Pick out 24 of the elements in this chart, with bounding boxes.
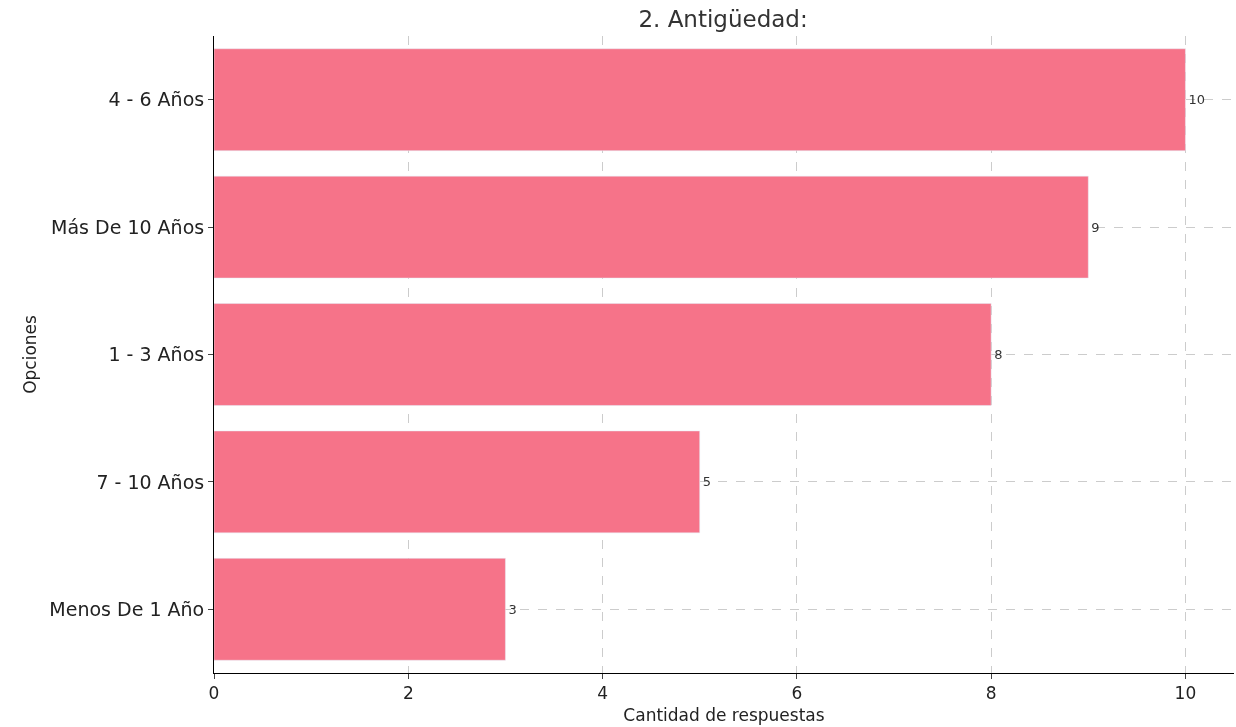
data-label: 8 [994,347,1003,362]
bar [214,48,1186,151]
x-tick-label: 8 [985,683,997,704]
x-axis-title: Cantidad de respuestas [623,704,825,725]
bar [214,303,992,406]
data-label: 9 [1091,219,1100,235]
x-tick-label: 6 [791,683,803,704]
x-tick-label: 10 [1174,683,1197,704]
y-tick-label: 7 - 10 Años [96,470,205,493]
chart-title: 2. Antigüedad: [638,6,808,33]
y-axis-title: Opciones [19,314,40,394]
bar [214,558,506,661]
x-tick-label: 2 [402,683,414,704]
data-label: 3 [508,601,517,617]
y-tick-label: 1 - 3 Años [108,343,205,366]
bar [214,430,700,534]
x-tick-label: 4 [597,683,608,704]
x-tick-label: 0 [208,683,220,704]
data-label: 5 [702,474,711,490]
y-tick-label: 4 - 6 Años [108,88,205,111]
y-tick-label: Más De 10 Años [51,215,205,238]
y-tick-label: Menos De 1 Año [49,597,205,620]
bar [214,175,1089,279]
data-label: 10 [1188,92,1205,108]
